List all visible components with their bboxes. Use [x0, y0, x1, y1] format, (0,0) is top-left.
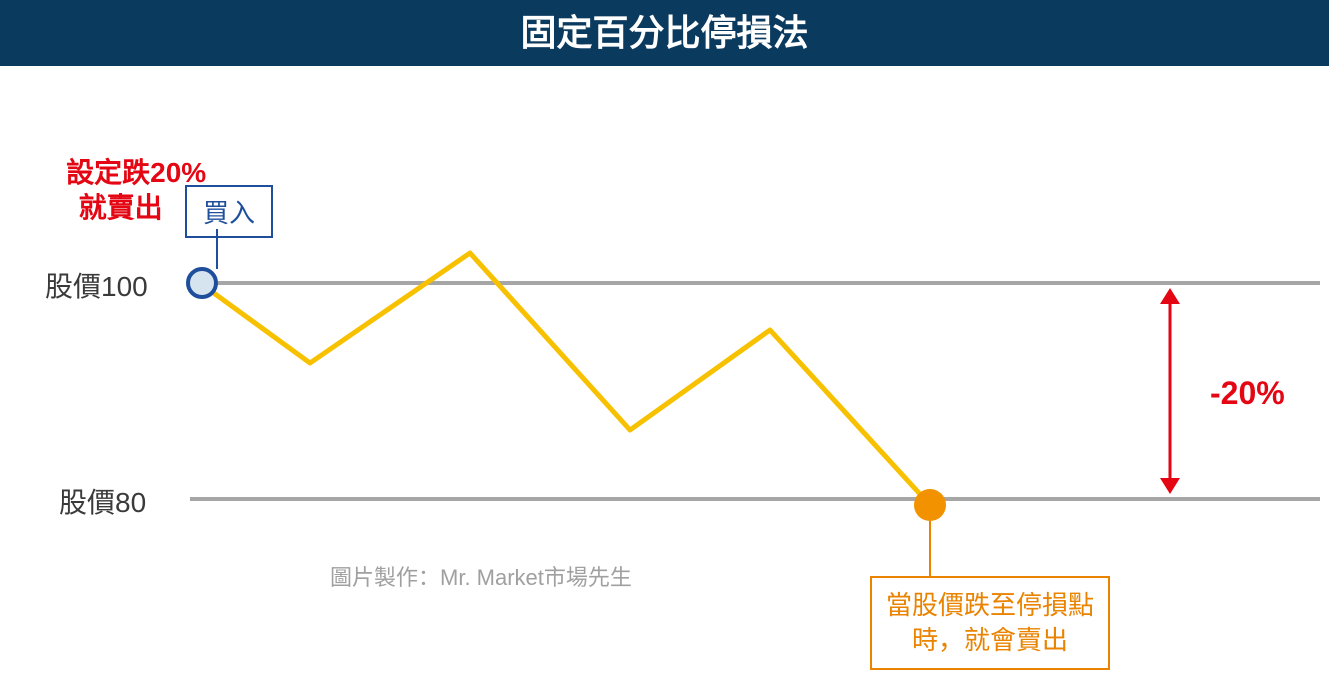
credit-text: 圖片製作：Mr. Market市場先生 [330, 560, 632, 592]
percent-arrow-head-top [1160, 288, 1180, 304]
chart-container: 固定百分比停損法 設定跌20% 就賣出 股價100 股價80 買入 當股價跌至停… [0, 0, 1329, 696]
buy-label: 買入 [203, 198, 255, 228]
percent-arrow-head-bottom [1160, 478, 1180, 494]
page-title: 固定百分比停損法 [520, 12, 808, 53]
buy-label-box: 買入 [185, 185, 273, 238]
price-path [200, 253, 930, 505]
page-title-bar: 固定百分比停損法 [0, 0, 1329, 66]
sell-label-box: 當股價跌至停損點 時，就會賣出 [870, 576, 1110, 670]
sell-label-line2: 時，就會賣出 [912, 625, 1068, 655]
price-label-100: 股價100 [45, 265, 148, 305]
price-label-80: 股價80 [59, 481, 146, 521]
percent-label: -20% [1210, 375, 1285, 412]
chart-svg [0, 0, 1329, 696]
buy-marker [188, 269, 216, 297]
sell-label-line1: 當股價跌至停損點 [886, 590, 1094, 620]
rule-text: 設定跌20% 就賣出 [35, 120, 206, 260]
sell-marker [914, 489, 946, 521]
